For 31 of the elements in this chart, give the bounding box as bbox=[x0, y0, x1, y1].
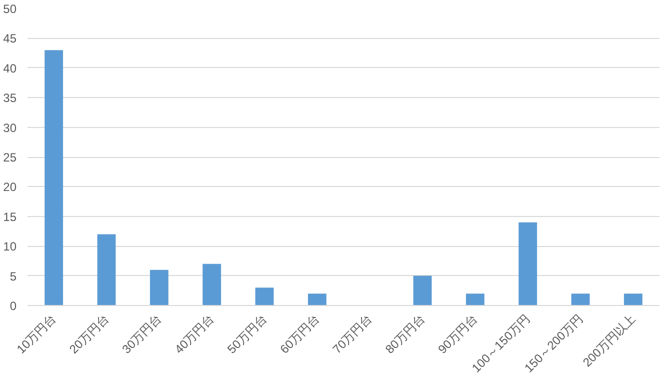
x-tick-label: 80万円台 bbox=[382, 312, 428, 356]
bar bbox=[466, 294, 484, 306]
y-tick-label: 50 bbox=[3, 2, 17, 16]
bar bbox=[624, 294, 642, 306]
y-tick-label: 45 bbox=[3, 32, 17, 46]
y-tick-label: 40 bbox=[3, 61, 17, 76]
x-tick-label: 50万円台 bbox=[224, 312, 270, 356]
y-tick-label: 30 bbox=[3, 120, 17, 135]
x-tick-label: 10万円台 bbox=[14, 312, 59, 356]
bar bbox=[150, 270, 168, 306]
bar bbox=[413, 276, 432, 306]
y-tick-label: 10 bbox=[3, 240, 17, 254]
x-tick-label: 90万円台 bbox=[435, 312, 480, 356]
x-tick-label: 20万円台 bbox=[66, 312, 112, 356]
bar bbox=[571, 294, 590, 306]
y-tick-label: 25 bbox=[3, 150, 17, 164]
x-tick-label: 30万円台 bbox=[119, 312, 164, 356]
y-tick-label: 5 bbox=[10, 269, 17, 284]
bar bbox=[202, 264, 222, 306]
bar bbox=[308, 294, 326, 306]
x-tick-label: 70万円台 bbox=[330, 312, 375, 356]
y-tick-label: 35 bbox=[3, 91, 17, 106]
y-tick-label: 15 bbox=[3, 210, 17, 224]
bar bbox=[44, 50, 64, 306]
bar bbox=[518, 222, 538, 306]
y-tick-label: 20 bbox=[3, 180, 17, 194]
bar bbox=[97, 234, 116, 306]
bar bbox=[255, 288, 274, 306]
y-tick-label: 0 bbox=[10, 299, 17, 313]
x-tick-label: 40万円台 bbox=[172, 312, 217, 356]
x-tick-label: 60万円台 bbox=[277, 312, 322, 356]
